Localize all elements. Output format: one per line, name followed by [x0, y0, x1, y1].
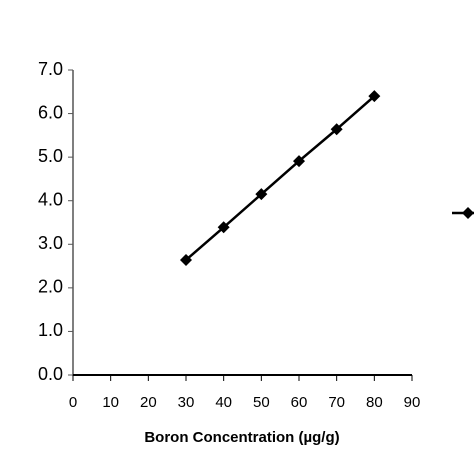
x-tick-label: 0	[69, 394, 77, 411]
x-tick-label: 80	[366, 394, 383, 411]
x-tick-label: 10	[102, 394, 119, 411]
x-tick-label: 40	[215, 394, 232, 411]
y-tick-label: 7.0	[38, 59, 63, 79]
data-point	[330, 123, 343, 136]
x-tick-label: 60	[291, 394, 308, 411]
y-tick-label: 5.0	[38, 146, 63, 166]
data-point	[217, 221, 230, 234]
y-tick-label: 2.0	[38, 277, 63, 297]
x-tick-label: 20	[140, 394, 157, 411]
y-tick-label: 3.0	[38, 233, 63, 253]
data-point	[180, 253, 192, 266]
data-point	[293, 155, 305, 168]
data-line	[185, 95, 376, 261]
x-tick-label: 90	[404, 394, 421, 411]
y-tick-label: 1.0	[38, 320, 63, 340]
data-point	[255, 188, 268, 201]
legend-symbol	[452, 207, 474, 219]
x-tick-label: 50	[253, 394, 270, 411]
y-tick-label: 6.0	[38, 102, 63, 122]
y-tick-label: 0.0	[38, 364, 63, 384]
data-point	[368, 90, 381, 103]
legend-marker	[462, 207, 474, 219]
x-axis-title: Boron Concentration (µg/g)	[144, 429, 339, 446]
x-tick-label: 70	[328, 394, 345, 411]
y-tick-label: 4.0	[38, 189, 63, 209]
x-tick-label: 30	[178, 394, 195, 411]
